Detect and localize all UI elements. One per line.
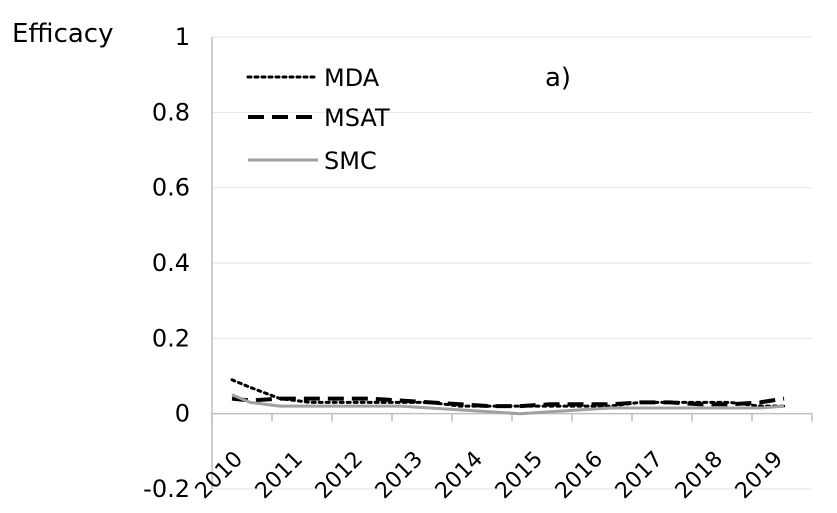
gridlines [212, 36, 812, 490]
y-tick-label: 0.2 [152, 324, 190, 352]
series-line-msat [231, 396, 785, 409]
x-tick-label: 2017 [611, 447, 668, 504]
legend-label-mda: MDA [324, 64, 380, 92]
panel-label: a) [545, 63, 571, 93]
y-tick-label: 0.8 [152, 98, 190, 126]
legend-label-msat: MSAT [324, 104, 390, 132]
legend: MDA MSAT SMC [246, 64, 390, 175]
x-tick-label: 2015 [491, 447, 548, 504]
x-tick-label: 2012 [311, 447, 368, 504]
x-tick-label: 2010 [191, 447, 248, 504]
legend-label-smc: SMC [324, 147, 377, 175]
x-tick-label: 2018 [671, 447, 728, 504]
y-axis-label: Efficacy [12, 19, 113, 49]
y-tick-label: -0.2 [143, 475, 190, 503]
y-tick-label: 0 [175, 400, 190, 428]
y-tick-labels: -0.2 0 0.2 0.4 0.6 0.8 1 [143, 23, 190, 503]
series-line-mda [230, 378, 786, 408]
series-line-smc [231, 393, 785, 416]
x-tick-label: 2016 [551, 447, 608, 504]
series-lines [230, 378, 786, 416]
y-tick-label: 1 [175, 23, 190, 51]
x-tick-labels: 2010 2011 2012 2013 2014 2015 2016 2017 2018 2019 [191, 447, 788, 504]
y-tick-label: 0.6 [152, 174, 190, 202]
x-tick-label: 2011 [251, 447, 308, 504]
x-tick-label: 2014 [431, 447, 488, 504]
x-tick-label: 2019 [731, 447, 788, 504]
x-tick-label: 2013 [371, 447, 428, 504]
y-tick-label: 0.4 [152, 249, 190, 277]
